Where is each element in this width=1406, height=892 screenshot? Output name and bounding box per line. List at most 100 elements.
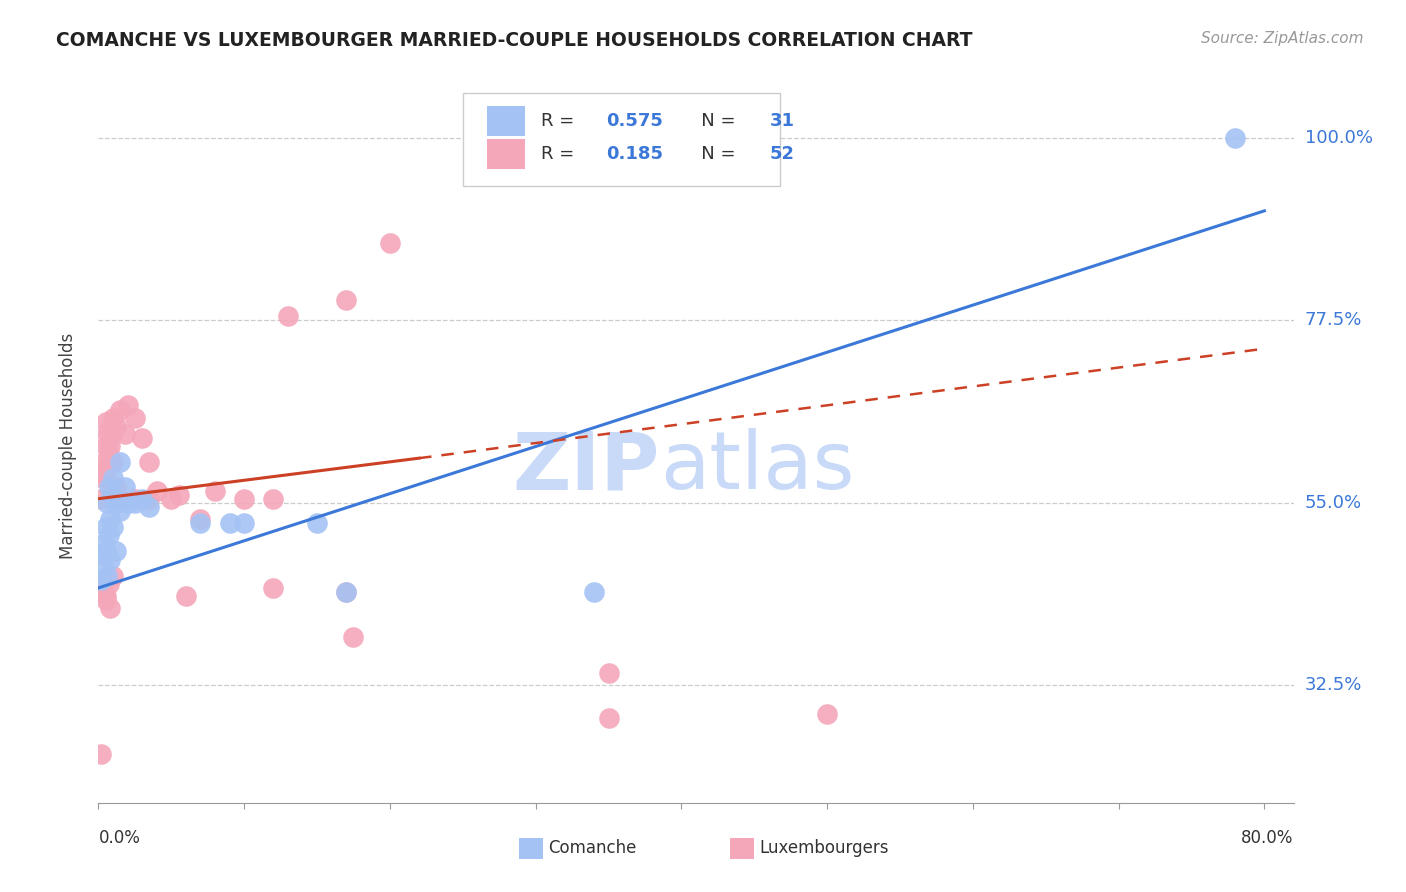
Point (98, 439, 121, 453)
Point (90, 491, 112, 506)
Point (94, 520, 117, 534)
Point (101, 568, 124, 582)
Point (101, 520, 124, 534)
Point (110, 504, 132, 518)
Point (100, 426, 122, 441)
Point (104, 418, 127, 433)
Point (98, 512, 121, 526)
Point (131, 431, 153, 445)
FancyBboxPatch shape (486, 139, 524, 169)
Point (145, 483, 167, 498)
Point (101, 455, 124, 469)
Point (124, 496, 146, 510)
Point (101, 471, 124, 485)
Point (90, 747, 112, 761)
Point (104, 496, 127, 510)
Point (815, 706, 838, 721)
Point (94, 463, 117, 477)
FancyBboxPatch shape (463, 93, 779, 186)
Point (94, 593, 117, 607)
Point (94, 589, 117, 603)
Point (190, 516, 212, 530)
Point (218, 516, 240, 530)
Point (104, 544, 127, 558)
FancyBboxPatch shape (486, 105, 524, 136)
Point (114, 426, 136, 441)
Text: R =: R = (540, 112, 579, 129)
Point (97, 447, 120, 461)
Point (91, 549, 114, 563)
Point (1225, 131, 1247, 145)
Point (124, 410, 146, 425)
Point (100, 488, 122, 502)
Point (335, 585, 357, 599)
Text: 32.5%: 32.5% (1305, 676, 1362, 694)
Point (277, 310, 299, 324)
Text: Comanche: Comanche (548, 839, 637, 857)
Text: atlas: atlas (661, 428, 855, 507)
Point (114, 479, 136, 493)
Point (305, 516, 328, 530)
Text: 80.0%: 80.0% (1241, 829, 1294, 847)
Point (204, 483, 226, 498)
Point (98, 601, 121, 615)
Point (101, 410, 124, 425)
Point (138, 455, 160, 469)
Point (167, 488, 190, 502)
Text: 0.575: 0.575 (606, 112, 664, 129)
Point (598, 711, 620, 725)
Text: 0.185: 0.185 (606, 145, 664, 163)
Point (233, 516, 256, 530)
Point (97, 577, 120, 591)
Y-axis label: Married-couple Households: Married-couple Households (59, 333, 77, 559)
Point (96, 459, 118, 474)
Point (335, 293, 357, 307)
Point (91, 471, 114, 485)
Point (582, 585, 605, 599)
Text: Source: ZipAtlas.com: Source: ZipAtlas.com (1201, 31, 1364, 46)
Text: COMANCHE VS LUXEMBOURGER MARRIED-COUPLE HOUSEHOLDS CORRELATION CHART: COMANCHE VS LUXEMBOURGER MARRIED-COUPLE … (56, 31, 973, 50)
Point (94, 415, 117, 429)
Text: 77.5%: 77.5% (1305, 311, 1362, 329)
Point (98, 455, 121, 469)
Text: 100.0%: 100.0% (1305, 128, 1372, 147)
Point (96, 426, 118, 441)
Point (93, 467, 115, 482)
Point (117, 496, 139, 510)
Text: 55.0%: 55.0% (1305, 494, 1362, 512)
Text: N =: N = (685, 112, 741, 129)
Point (262, 491, 284, 506)
Point (96, 568, 118, 582)
Text: Luxembourgers: Luxembourgers (759, 839, 889, 857)
Point (117, 399, 139, 413)
Point (93, 536, 115, 550)
Point (124, 491, 146, 506)
Point (96, 496, 118, 510)
Point (110, 491, 132, 506)
Point (93, 585, 115, 599)
Point (93, 455, 115, 469)
Point (138, 491, 160, 506)
Point (262, 581, 284, 595)
Text: N =: N = (685, 145, 741, 163)
Point (138, 500, 160, 514)
Text: ZIP: ZIP (513, 428, 661, 507)
Point (131, 491, 153, 506)
Point (98, 552, 121, 566)
Point (342, 630, 364, 644)
Text: 52: 52 (770, 145, 794, 163)
Text: R =: R = (540, 145, 579, 163)
Point (93, 560, 115, 574)
Point (97, 479, 120, 493)
Point (94, 544, 117, 558)
Point (94, 439, 117, 453)
Point (91, 573, 114, 587)
Point (233, 491, 256, 506)
Text: 0.0%: 0.0% (98, 829, 141, 847)
Point (110, 402, 132, 417)
Point (104, 479, 127, 493)
Point (598, 666, 620, 681)
Text: 31: 31 (770, 112, 794, 129)
Point (174, 589, 197, 603)
Point (90, 573, 112, 587)
